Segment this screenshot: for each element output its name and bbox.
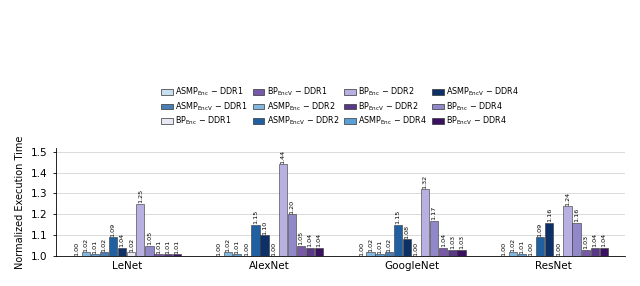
Bar xyxy=(260,235,269,256)
Bar xyxy=(582,250,590,256)
Bar xyxy=(297,246,305,256)
Bar xyxy=(421,189,429,256)
Bar xyxy=(403,239,411,256)
Bar xyxy=(173,254,181,256)
Text: 1.03: 1.03 xyxy=(459,235,464,249)
Bar xyxy=(591,248,599,256)
Legend: ASMP$_{\sf Enc}$ $-$ DDR1, ASMP$_{\sf EncV}$ $-$ DDR1, BP$_{\sf Enc}$ $-$ DDR1, : ASMP$_{\sf Enc}$ $-$ DDR1, ASMP$_{\sf En… xyxy=(159,84,521,129)
Bar xyxy=(306,248,314,256)
Text: 1.24: 1.24 xyxy=(565,191,570,206)
Text: 1.04: 1.04 xyxy=(308,233,312,247)
Text: 1.04: 1.04 xyxy=(120,233,125,247)
Text: 1.44: 1.44 xyxy=(280,150,285,164)
Text: 1.02: 1.02 xyxy=(101,237,106,252)
Text: 1.01: 1.01 xyxy=(520,239,524,254)
Bar xyxy=(233,254,241,256)
Text: 1.00: 1.00 xyxy=(271,242,276,256)
Text: 1.04: 1.04 xyxy=(592,233,597,247)
Text: 1.03: 1.03 xyxy=(583,235,588,249)
Bar xyxy=(430,221,438,256)
Text: 1.32: 1.32 xyxy=(422,175,428,189)
Bar xyxy=(109,237,117,256)
Text: 1.02: 1.02 xyxy=(368,237,373,252)
Y-axis label: Normalized Execution Time: Normalized Execution Time xyxy=(15,135,25,269)
Bar xyxy=(164,254,172,256)
Bar xyxy=(145,246,154,256)
Bar xyxy=(91,254,99,256)
Bar xyxy=(288,214,296,256)
Text: 1.02: 1.02 xyxy=(129,237,134,252)
Bar xyxy=(136,204,145,256)
Text: 1.02: 1.02 xyxy=(225,237,230,252)
Text: 1.20: 1.20 xyxy=(289,200,294,214)
Bar xyxy=(536,237,544,256)
Text: 1.00: 1.00 xyxy=(529,242,534,256)
Text: 1.16: 1.16 xyxy=(574,208,579,222)
Text: 1.00: 1.00 xyxy=(216,242,221,256)
Bar xyxy=(509,252,517,256)
Text: 1.00: 1.00 xyxy=(244,242,249,256)
Text: 1.15: 1.15 xyxy=(396,210,400,225)
Bar xyxy=(439,248,447,256)
Text: 1.01: 1.01 xyxy=(235,239,239,254)
Text: 1.00: 1.00 xyxy=(74,242,79,256)
Bar xyxy=(278,164,287,256)
Bar xyxy=(81,252,90,256)
Bar xyxy=(545,223,554,256)
Bar xyxy=(385,252,393,256)
Text: 1.00: 1.00 xyxy=(501,242,506,256)
Text: 1.09: 1.09 xyxy=(538,223,543,237)
Bar xyxy=(563,206,572,256)
Text: 1.00: 1.00 xyxy=(556,242,561,256)
Text: 1.02: 1.02 xyxy=(510,237,515,252)
Bar xyxy=(118,248,126,256)
Bar xyxy=(394,225,402,256)
Bar xyxy=(315,248,323,256)
Bar xyxy=(154,254,163,256)
Text: 1.02: 1.02 xyxy=(83,237,88,252)
Text: 1.01: 1.01 xyxy=(377,239,382,254)
Text: 1.04: 1.04 xyxy=(317,233,322,247)
Bar xyxy=(449,250,456,256)
Text: 1.05: 1.05 xyxy=(298,231,303,245)
Bar xyxy=(376,254,383,256)
Bar xyxy=(127,252,135,256)
Text: 1.25: 1.25 xyxy=(138,189,143,204)
Bar xyxy=(600,248,608,256)
Bar xyxy=(458,250,466,256)
Text: 1.01: 1.01 xyxy=(165,239,170,254)
Bar xyxy=(252,225,259,256)
Text: 1.04: 1.04 xyxy=(441,233,446,247)
Text: 1.01: 1.01 xyxy=(92,239,97,254)
Bar xyxy=(573,223,580,256)
Text: 1.05: 1.05 xyxy=(147,231,152,245)
Text: 1.03: 1.03 xyxy=(450,235,455,249)
Text: 1.04: 1.04 xyxy=(602,233,607,247)
Text: 1.09: 1.09 xyxy=(111,223,116,237)
Text: 1.10: 1.10 xyxy=(262,221,267,235)
Bar xyxy=(366,252,374,256)
Text: 1.15: 1.15 xyxy=(253,210,258,225)
Text: 1.00: 1.00 xyxy=(413,242,419,256)
Bar xyxy=(224,252,232,256)
Text: 1.17: 1.17 xyxy=(432,206,436,220)
Bar xyxy=(518,254,526,256)
Bar xyxy=(100,252,108,256)
Text: 1.02: 1.02 xyxy=(386,237,391,252)
Text: 1.08: 1.08 xyxy=(404,225,410,239)
Text: 1.16: 1.16 xyxy=(547,208,552,222)
Text: 1.01: 1.01 xyxy=(156,239,161,254)
Text: 1.00: 1.00 xyxy=(359,242,364,256)
Text: 1.01: 1.01 xyxy=(174,239,179,254)
